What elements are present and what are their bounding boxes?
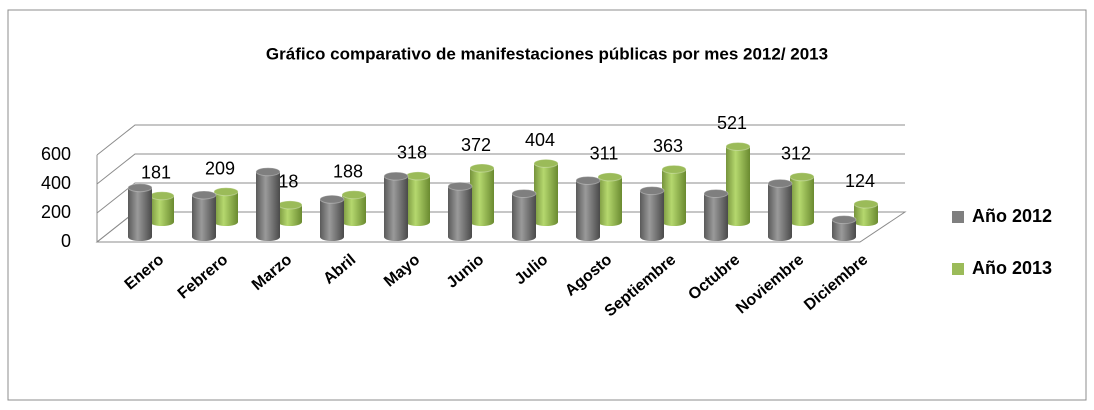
cylinder bbox=[704, 193, 728, 241]
cylinder bbox=[192, 194, 216, 241]
cylinder bbox=[406, 175, 430, 226]
cylinder-cap bbox=[447, 181, 473, 191]
cylinder-cap bbox=[597, 172, 623, 182]
cylinder-cap bbox=[661, 164, 687, 174]
cylinder bbox=[342, 194, 366, 226]
y-tick-label: 0 bbox=[61, 231, 71, 251]
cylinder bbox=[384, 176, 408, 241]
cylinder bbox=[128, 187, 152, 241]
data-label: 209 bbox=[205, 158, 235, 178]
cylinder-cap bbox=[767, 178, 793, 188]
cylinder bbox=[150, 195, 174, 226]
cylinder-cap bbox=[831, 215, 857, 225]
cylinder bbox=[726, 146, 750, 226]
cylinder-cap bbox=[383, 171, 409, 181]
cylinder bbox=[512, 193, 536, 241]
grid-line bbox=[96, 124, 905, 156]
cylinder-cap bbox=[789, 172, 815, 182]
cylinder-cap bbox=[405, 171, 431, 181]
cylinder-cap bbox=[277, 200, 303, 210]
cylinder bbox=[854, 204, 878, 226]
cylinder bbox=[790, 176, 814, 226]
cylinder bbox=[832, 219, 856, 241]
cylinder bbox=[320, 199, 344, 241]
cylinder-cap bbox=[511, 189, 537, 198]
cylinder bbox=[662, 169, 686, 226]
cylinder-cap bbox=[149, 191, 175, 201]
cylinder-cap bbox=[533, 158, 559, 168]
cylinder-cap bbox=[469, 163, 495, 173]
y-tick-label: 200 bbox=[41, 202, 71, 222]
cylinder bbox=[576, 180, 600, 241]
legend-label: Año 2012 bbox=[972, 206, 1052, 226]
grid-line bbox=[96, 182, 905, 214]
data-label: 311 bbox=[590, 144, 619, 164]
cylinder-cap bbox=[255, 167, 281, 177]
cylinder bbox=[640, 190, 664, 241]
cylinder-cap bbox=[853, 199, 879, 209]
data-label: 124 bbox=[845, 171, 875, 191]
data-label: 404 bbox=[525, 130, 555, 150]
chart-title: Gráfico comparativo de manifestaciones p… bbox=[266, 44, 828, 63]
cylinder-cap bbox=[725, 141, 751, 151]
y-tick-label: 400 bbox=[41, 173, 71, 193]
legend-swatch bbox=[952, 263, 964, 275]
data-label: 188 bbox=[333, 161, 363, 181]
cylinder-cap bbox=[319, 194, 345, 204]
cylinder-cap bbox=[341, 190, 367, 200]
data-label: 318 bbox=[397, 143, 427, 163]
cylinder-cap bbox=[575, 175, 601, 185]
cylinder bbox=[448, 186, 472, 241]
legend-swatch bbox=[952, 211, 964, 223]
cylinder bbox=[534, 163, 558, 226]
data-label: 181 bbox=[141, 163, 171, 183]
data-label: 363 bbox=[653, 136, 683, 156]
cylinder bbox=[256, 171, 280, 241]
data-label: 372 bbox=[461, 135, 491, 155]
cylinder-cap bbox=[213, 187, 239, 197]
cylinder bbox=[278, 204, 302, 226]
cylinder-cap bbox=[639, 186, 665, 196]
data-label: 312 bbox=[781, 144, 811, 164]
cylinder bbox=[768, 183, 792, 241]
cylinder-cap bbox=[127, 183, 153, 193]
cylinder bbox=[598, 176, 622, 226]
data-label: 521 bbox=[717, 113, 747, 133]
cylinder bbox=[470, 168, 494, 226]
cylinder-cap bbox=[703, 189, 729, 198]
cylinder bbox=[214, 191, 238, 226]
y-tick-label: 600 bbox=[41, 144, 71, 164]
grid-line bbox=[96, 153, 905, 185]
legend-label: Año 2013 bbox=[972, 258, 1052, 278]
cylinder-cap bbox=[191, 190, 217, 200]
